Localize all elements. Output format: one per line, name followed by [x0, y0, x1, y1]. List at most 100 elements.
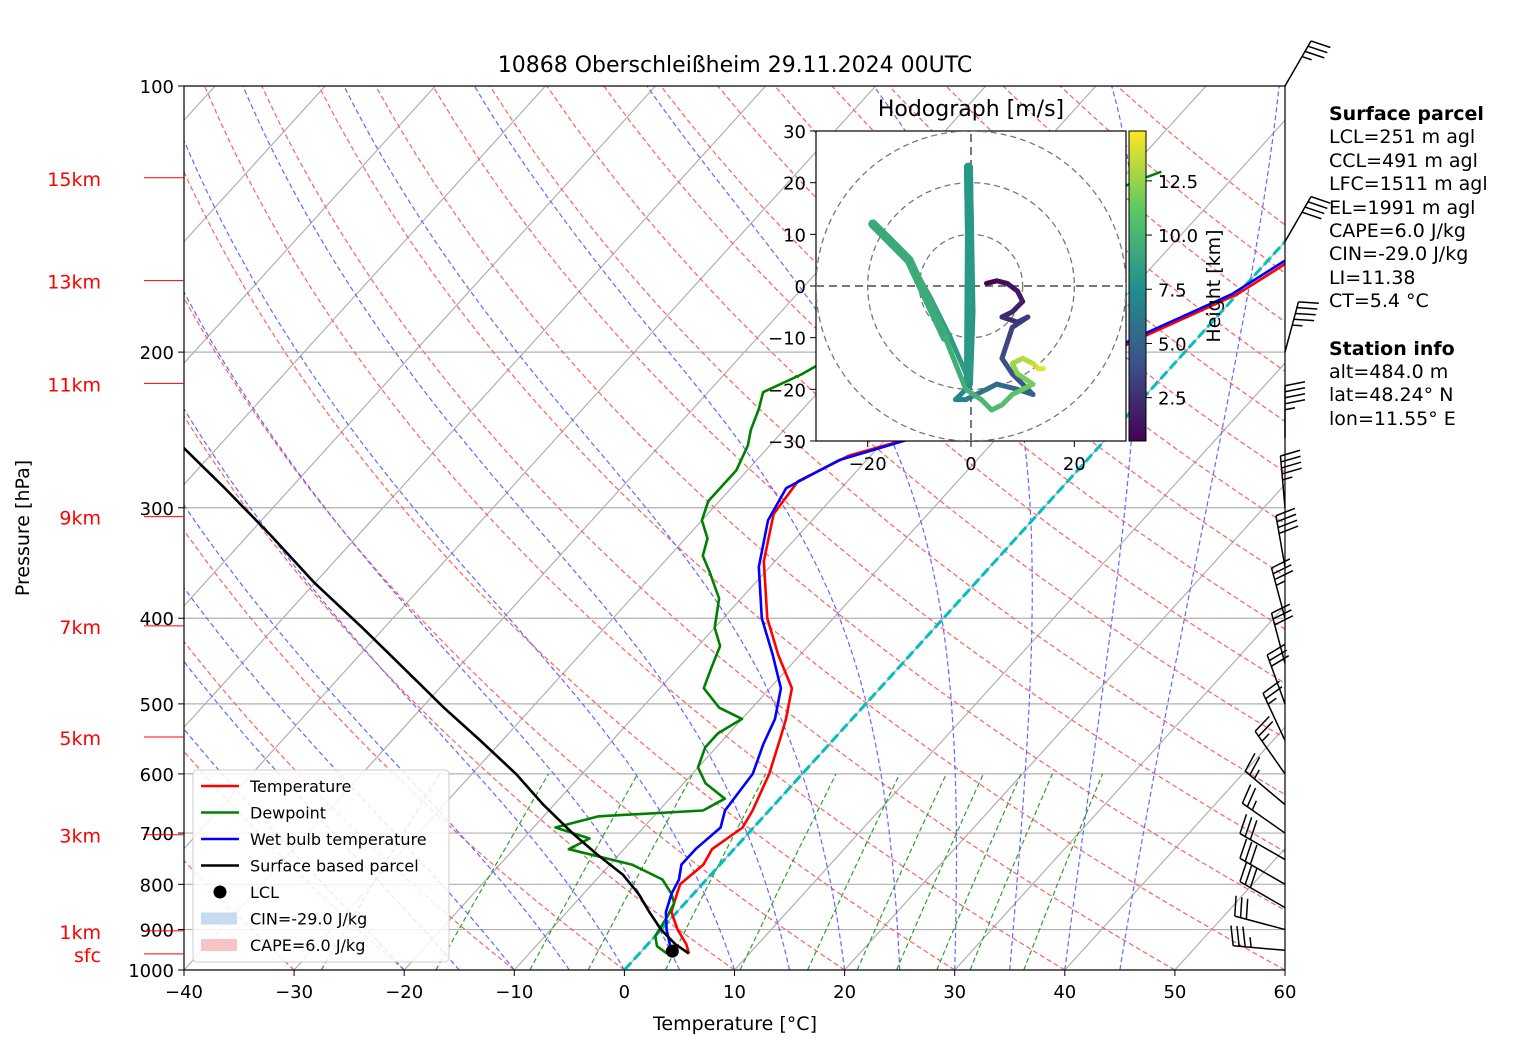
barb-staff: [1239, 857, 1286, 885]
hodograph-trace: [1009, 314, 1031, 330]
legend-swatch: [213, 885, 227, 899]
wind-barb: [1239, 862, 1286, 909]
moist-adiabat: [1119, 86, 1280, 970]
barb-flag: [1284, 393, 1306, 399]
barb-flag: [1275, 507, 1296, 517]
barb-flag: [1271, 603, 1291, 614]
legend-swatch: [201, 912, 237, 925]
wind-barb: [1284, 301, 1319, 353]
wind-barb: [1239, 838, 1286, 885]
wind-barb: [1279, 449, 1302, 508]
height-label: 9km: [59, 508, 101, 530]
moist-adiabat: [242, 86, 791, 970]
barb-flag: [1304, 50, 1325, 59]
wind-barb: [1284, 195, 1331, 243]
hodo-y-tick-label: −20: [768, 380, 806, 401]
barb-flag: [1244, 865, 1253, 885]
height-label: 15km: [47, 169, 101, 191]
barb-flag: [1281, 461, 1302, 469]
hodograph-trace: [999, 355, 1015, 377]
barb-flag: [1310, 40, 1331, 49]
barb-flag: [1249, 868, 1258, 888]
mixing-ratio-line: [856, 773, 947, 970]
dry-adiabat: [774, 86, 1285, 525]
hodograph-trace: [947, 335, 971, 382]
mixing-ratio-line: [896, 773, 984, 970]
station-info-heading: Station info: [1329, 337, 1455, 360]
colorbar-tick-label: 2.5: [1158, 389, 1187, 410]
hodograph-title: Hodograph [m/s]: [878, 97, 1064, 122]
barb-flag: [1244, 752, 1256, 772]
barb-flag: [1280, 455, 1301, 463]
surface-line: CT=5.4 °C: [1329, 290, 1429, 313]
temperature-line: [670, 262, 1285, 954]
barb-staff: [1239, 880, 1286, 909]
hodograph-trace: [1004, 324, 1015, 346]
mixing-ratio-line: [969, 773, 1053, 970]
wind-barb: [1270, 558, 1294, 619]
y-tick-label: 500: [140, 695, 174, 716]
barb-half-flag: [1261, 733, 1270, 742]
barb-flag: [1241, 784, 1252, 804]
station-line: lat=48.24° N: [1329, 384, 1454, 407]
hodograph-axes: −20 0 20 30 20 10 0 −10 −20 −30: [768, 122, 1086, 475]
barb-staff: [1233, 945, 1286, 952]
barb-half-flag: [1301, 55, 1312, 61]
barb-staff: [1279, 455, 1286, 508]
barb-flag: [1310, 195, 1331, 204]
x-tick-label: 60: [1274, 982, 1297, 1003]
mixing-ratio-line: [587, 773, 694, 970]
colorbar-ticks: 2.5 5.0 7.5 10.0 12.5: [1146, 172, 1198, 410]
height-label: 1km: [59, 922, 101, 944]
height-label: 13km: [47, 272, 101, 294]
hodo-y-tick-label: 30: [783, 122, 806, 143]
hodo-x-tick-label: −20: [849, 454, 887, 475]
moist-adiabat: [343, 86, 846, 970]
barb-flag: [1230, 925, 1234, 946]
barb-flag: [1278, 525, 1299, 535]
legend-label: Surface based parcel: [250, 857, 419, 876]
barb-staff: [1284, 301, 1300, 353]
wind-barbs: [1230, 40, 1331, 952]
colorbar-tick-label: 12.5: [1158, 172, 1198, 193]
barb-half-flag: [1249, 937, 1252, 948]
barb-flag: [1281, 467, 1302, 475]
barb-staff: [1266, 654, 1286, 705]
hodograph-plot: [816, 131, 1126, 441]
barb-staff: [1241, 802, 1286, 834]
barb-flag: [1239, 813, 1248, 834]
y-tick-label: 1000: [128, 961, 174, 982]
isotherm: [184, 86, 767, 729]
wetbulb-line: [664, 259, 1285, 954]
x-tick-label: −30: [275, 982, 313, 1003]
x-tick-label: −20: [385, 982, 423, 1003]
hodo-y-tick-label: 0: [795, 277, 806, 298]
barb-staff: [1270, 567, 1286, 619]
surface-line: CCL=491 m agl: [1329, 149, 1478, 172]
x-tick-label: 0: [619, 982, 630, 1003]
barb-half-flag: [1292, 324, 1303, 327]
barb-flag: [1266, 643, 1286, 656]
barb-half-flag: [1275, 580, 1286, 587]
barb-flag: [1239, 862, 1248, 882]
hodograph-trace: [994, 381, 1020, 392]
station-line: alt=484.0 m: [1329, 361, 1449, 384]
barb-flag: [1293, 318, 1315, 322]
height-label: 7km: [59, 617, 101, 639]
wind-barb: [1234, 895, 1286, 931]
hodo-x-tick-label: 0: [965, 454, 976, 475]
barb-staff: [1270, 613, 1286, 664]
isotherm: [184, 86, 326, 243]
hodograph-trace: [999, 314, 1020, 325]
barb-staff: [1234, 915, 1286, 931]
barb-half-flag: [1284, 407, 1296, 411]
surface-line: LI=11.38: [1329, 266, 1416, 289]
barb-flag: [1272, 564, 1292, 575]
barb-flag: [1244, 841, 1253, 862]
y-tick-label: 600: [140, 765, 174, 786]
barb-flag: [1249, 756, 1261, 776]
barb-flag: [1274, 615, 1294, 626]
dry-adiabat: [184, 170, 956, 970]
wind-barb: [1275, 507, 1299, 568]
wind-barb: [1244, 752, 1286, 806]
